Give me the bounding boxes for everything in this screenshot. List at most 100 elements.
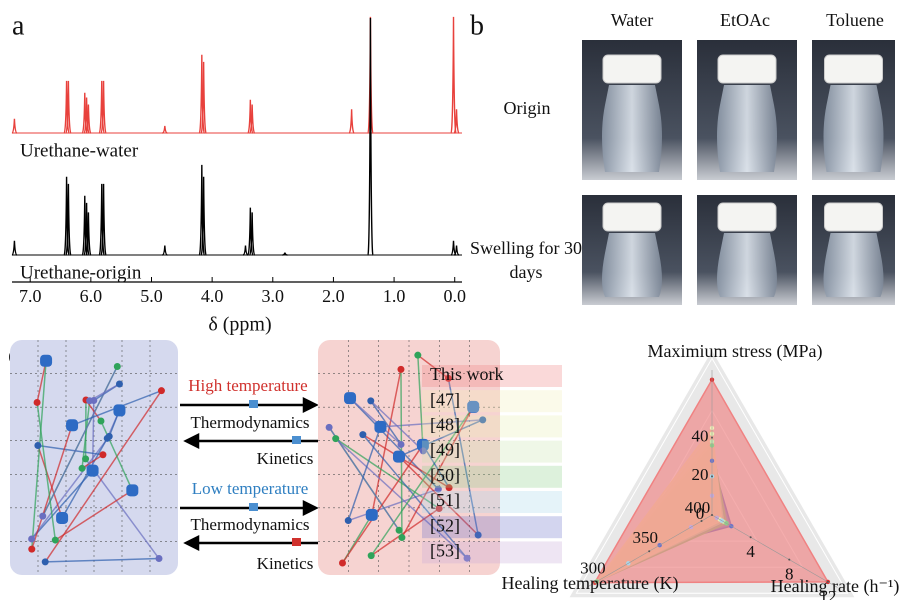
network-node: [113, 404, 125, 416]
radar-tick: [750, 536, 752, 538]
process-label: Kinetics: [257, 449, 314, 468]
radar-tick-label: 20: [692, 465, 709, 484]
radar-tick: [711, 437, 713, 439]
network-node: [34, 442, 41, 449]
network-node: [359, 431, 366, 438]
x-axis-title: δ (ppm): [208, 314, 271, 336]
radar-tick: [701, 520, 703, 522]
network-node: [345, 517, 352, 524]
legend-label: [49]: [430, 440, 460, 460]
radar-axis-title: Healing rate (h⁻¹): [771, 576, 900, 597]
legend-label: [47]: [430, 389, 460, 409]
network-node: [374, 421, 386, 433]
radar-axis-title: Healing temperature (K): [502, 573, 679, 594]
radar-tick-label: 400: [685, 498, 711, 517]
condition-label: Low temperature: [192, 479, 309, 498]
network-node: [99, 451, 106, 458]
radar-axis-title: Maximium stress (MPa): [648, 341, 823, 362]
vial-cap: [718, 203, 776, 231]
legend-label: [52]: [430, 515, 460, 535]
network-node: [39, 513, 46, 520]
arrow-head: [304, 502, 316, 514]
network-node: [332, 435, 339, 442]
row-label-box: Swelling for 30 days: [470, 236, 582, 292]
legend-label: [51]: [430, 490, 460, 510]
network-node: [40, 355, 52, 367]
peak: [162, 246, 167, 255]
network-node: [66, 419, 78, 431]
legend-label: [48]: [430, 415, 460, 435]
network-node: [52, 537, 59, 544]
vial: [824, 85, 884, 172]
vial-cap: [603, 203, 661, 231]
vial-cap: [603, 55, 661, 83]
column-label: EtOAc: [720, 10, 770, 30]
network-node: [414, 352, 421, 359]
network-node: [114, 363, 121, 370]
radar-tick-label: 4: [746, 542, 755, 561]
vial: [717, 85, 777, 172]
figure: a b c d δ (ppm) Water EtOAc Toluene Orig…: [0, 0, 902, 600]
network-node: [56, 512, 68, 524]
network-node: [87, 465, 99, 477]
lock: [292, 436, 301, 444]
network-node: [82, 455, 89, 462]
network-node: [326, 424, 333, 431]
vial: [602, 233, 662, 297]
network-node: [398, 441, 405, 448]
network-node: [367, 397, 374, 404]
peak: [12, 119, 17, 133]
network-node: [155, 555, 162, 562]
network-node: [396, 527, 403, 534]
lock: [249, 503, 258, 511]
arrow-head: [186, 435, 198, 447]
x-tick-label: 1.0: [383, 286, 406, 306]
radar-tick: [788, 559, 790, 561]
panel-label: a: [12, 10, 25, 41]
network-node: [34, 399, 41, 406]
radar-tick: [711, 475, 713, 477]
series-label: Urethane-origin: [20, 262, 142, 283]
column-label: Toluene: [826, 10, 884, 30]
peak: [243, 246, 248, 255]
network-node: [28, 535, 35, 542]
peak: [451, 17, 456, 133]
radar-tick-label: 40: [692, 427, 709, 446]
vial-cap: [825, 203, 883, 231]
legend-label: [50]: [430, 465, 460, 485]
network-node: [397, 366, 404, 373]
peak: [162, 126, 167, 133]
process-label: Thermodynamics: [191, 413, 310, 432]
radar-area: [595, 380, 828, 583]
peak: [368, 18, 373, 255]
radar-tick: [711, 514, 713, 516]
lock: [292, 538, 301, 546]
row-label: Origin: [504, 98, 551, 118]
network-node: [79, 465, 86, 472]
condition-label: High temperature: [188, 376, 307, 395]
network-node: [42, 558, 49, 565]
peak: [349, 109, 354, 133]
x-tick-label: 5.0: [140, 286, 163, 306]
x-tick-label: 6.0: [80, 286, 103, 306]
network-node: [398, 534, 405, 541]
radar-tick-label: 350: [632, 528, 658, 547]
network-node: [126, 484, 138, 496]
network-node: [28, 546, 35, 553]
legend-label: This work: [430, 364, 504, 384]
network-node: [339, 559, 346, 566]
network-node: [368, 552, 375, 559]
network-node: [158, 387, 165, 394]
network-node: [366, 509, 378, 521]
vial: [717, 233, 777, 297]
row-label: Swelling for 30 days: [470, 236, 582, 284]
peak: [12, 241, 17, 255]
vial-cap: [825, 55, 883, 83]
x-tick-label: 3.0: [262, 286, 285, 306]
network-node: [86, 397, 93, 404]
x-tick-label: 0.0: [443, 286, 466, 306]
x-tick-label: 2.0: [322, 286, 345, 306]
panel-label: b: [470, 10, 484, 41]
vial: [824, 233, 884, 297]
network-node: [97, 418, 104, 425]
